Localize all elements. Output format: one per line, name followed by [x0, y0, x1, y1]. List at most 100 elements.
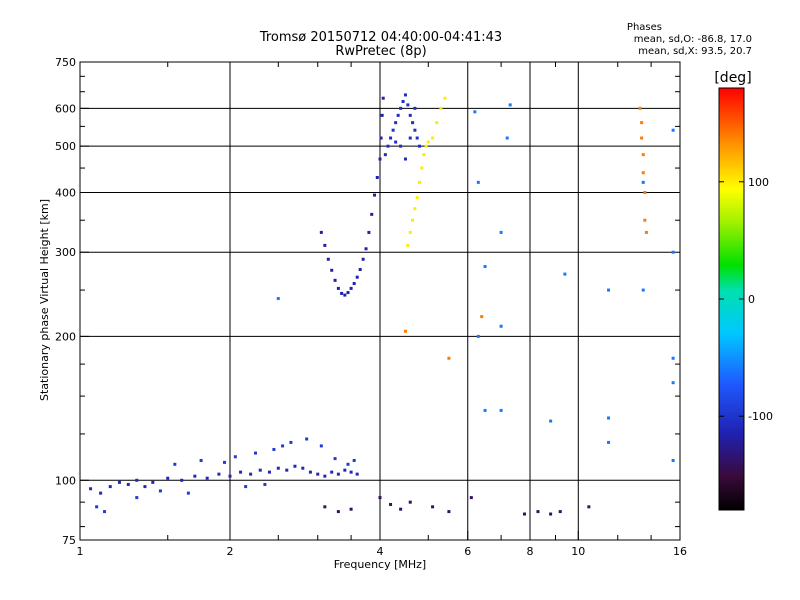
data-point [422, 153, 426, 157]
data-point [483, 408, 487, 412]
data-point [276, 297, 280, 301]
data-point [244, 485, 248, 489]
data-point [349, 470, 353, 474]
stats-o-line: mean, sd,O: -86.8, 17.0 [634, 34, 752, 45]
data-point [343, 468, 347, 472]
data-point [417, 180, 421, 184]
data-point [401, 100, 405, 104]
data-point [103, 510, 107, 514]
data-point [499, 324, 503, 328]
data-point [587, 505, 591, 509]
data-point [426, 140, 430, 144]
data-point [389, 502, 393, 506]
data-point [135, 478, 139, 482]
data-point [126, 482, 130, 486]
y-tick-label: 750 [55, 56, 76, 69]
data-point [143, 485, 147, 489]
x-tick-label: 1 [77, 545, 84, 558]
data-point [549, 512, 553, 516]
data-points [89, 93, 675, 516]
data-point [373, 193, 377, 197]
data-point [641, 180, 645, 184]
data-point [671, 381, 675, 385]
colorbar-ticks: 100 0 -100 [719, 176, 773, 423]
data-point [293, 464, 297, 468]
data-point [370, 212, 374, 216]
data-point [403, 329, 407, 333]
data-point [346, 462, 350, 466]
x-tick-label: 4 [377, 545, 384, 558]
data-point [607, 288, 611, 292]
data-point [473, 110, 477, 114]
data-point [505, 136, 509, 140]
stats-header: Phases [627, 22, 662, 33]
data-point [640, 121, 644, 125]
data-point [349, 286, 353, 290]
data-point [399, 106, 403, 110]
data-point [499, 408, 503, 412]
data-point [352, 282, 356, 286]
data-point [267, 470, 271, 474]
data-point [228, 474, 232, 478]
data-point [408, 113, 412, 117]
y-tick-label: 75 [62, 534, 76, 547]
colorbar-tick-label: -100 [748, 410, 773, 423]
data-point [641, 171, 645, 175]
data-point [276, 466, 280, 470]
data-point [95, 505, 99, 509]
data-point [199, 458, 203, 462]
data-point [272, 447, 276, 451]
data-point [319, 230, 323, 234]
data-point [643, 190, 647, 194]
data-point [108, 485, 112, 489]
data-point [239, 470, 243, 474]
data-point [308, 470, 312, 474]
data-point [435, 121, 439, 125]
data-point [386, 144, 390, 148]
data-point [158, 489, 162, 493]
y-axis-label: Stationary phase Virtual Height [km] [38, 199, 51, 401]
data-point [355, 275, 359, 279]
x-tick-label: 2 [227, 545, 234, 558]
data-point [358, 268, 362, 272]
y-tick-label: 300 [55, 246, 76, 259]
data-point [223, 460, 227, 464]
data-point [343, 293, 347, 297]
data-point [383, 153, 387, 157]
data-point [364, 247, 368, 251]
data-point [326, 257, 330, 261]
data-point [607, 440, 611, 444]
data-point [379, 136, 383, 140]
data-point [391, 128, 395, 132]
data-point [281, 444, 285, 448]
data-point [641, 288, 645, 292]
data-point [508, 103, 512, 107]
data-point [403, 93, 407, 97]
data-point [258, 468, 262, 472]
x-tick-label: 10 [571, 545, 585, 558]
data-point [563, 272, 567, 276]
data-point [333, 278, 337, 282]
y-tick-label: 400 [55, 186, 76, 199]
chart-title: Tromsø 20150712 04:40:00-04:41:43 [259, 30, 502, 45]
data-point [413, 207, 417, 211]
data-point [403, 157, 407, 161]
x-tick-label: 8 [527, 545, 534, 558]
data-point [638, 106, 642, 110]
data-point [411, 121, 415, 125]
data-point [480, 315, 484, 319]
data-point [346, 291, 350, 295]
data-point [558, 510, 562, 514]
data-point [417, 144, 421, 148]
data-point [469, 496, 473, 500]
data-point [523, 512, 527, 516]
data-point [439, 106, 443, 110]
colorbar-label: [deg] [714, 70, 751, 86]
data-point [431, 505, 435, 509]
data-point [336, 472, 340, 476]
data-point [408, 136, 412, 140]
data-point [330, 268, 334, 272]
data-point [411, 218, 415, 222]
data-point [285, 468, 289, 472]
data-point [536, 510, 540, 514]
